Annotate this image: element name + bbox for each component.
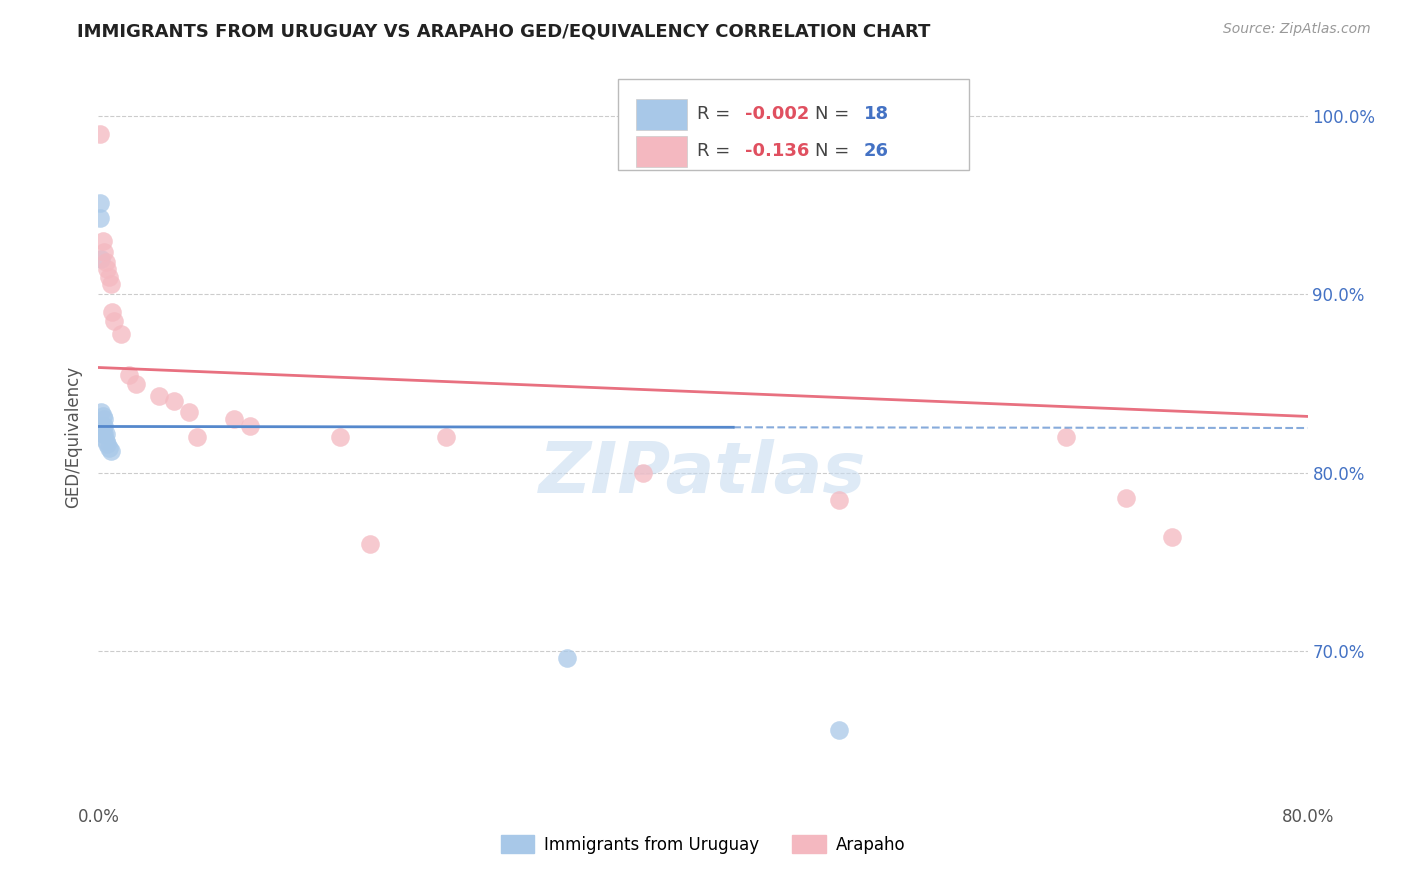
Point <box>94 255 117 269</box>
Point <box>1054 430 1077 444</box>
FancyBboxPatch shape <box>637 136 688 167</box>
Legend: Immigrants from Uruguay, Arapaho: Immigrants from Uruguay, Arapaho <box>494 829 912 860</box>
Point <box>94 434 117 448</box>
Point <box>631 466 654 480</box>
Point <box>329 430 352 444</box>
Point <box>1160 530 1182 544</box>
Point <box>125 376 148 391</box>
Point <box>91 426 114 441</box>
Point <box>89 127 111 141</box>
Text: IMMIGRANTS FROM URUGUAY VS ARAPAHO GED/EQUIVALENCY CORRELATION CHART: IMMIGRANTS FROM URUGUAY VS ARAPAHO GED/E… <box>77 22 931 40</box>
FancyBboxPatch shape <box>637 99 688 129</box>
Text: N =: N = <box>815 143 855 161</box>
Text: R =: R = <box>697 105 735 123</box>
Text: 18: 18 <box>863 105 889 123</box>
Point <box>90 252 112 266</box>
Point <box>148 389 170 403</box>
Point <box>828 723 851 737</box>
Y-axis label: GED/Equivalency: GED/Equivalency <box>65 366 83 508</box>
Text: 26: 26 <box>863 143 889 161</box>
Point <box>93 426 115 441</box>
Text: -0.136: -0.136 <box>745 143 810 161</box>
Point <box>98 441 121 455</box>
Point <box>100 277 122 291</box>
Point <box>90 419 112 434</box>
Point <box>118 368 141 382</box>
Point <box>93 419 115 434</box>
Point <box>101 305 124 319</box>
Point <box>96 437 118 451</box>
Point <box>110 326 132 341</box>
Point <box>100 444 122 458</box>
Point <box>828 492 851 507</box>
Point <box>89 211 111 225</box>
Point <box>1115 491 1137 505</box>
Point <box>94 426 117 441</box>
Point <box>360 537 382 551</box>
Point <box>434 430 457 444</box>
Point <box>93 412 115 426</box>
Point <box>555 651 578 665</box>
Point <box>98 269 121 284</box>
Point <box>96 262 118 277</box>
Point <box>186 430 208 444</box>
Point <box>103 314 125 328</box>
Text: N =: N = <box>815 105 855 123</box>
Point <box>163 394 186 409</box>
Text: R =: R = <box>697 143 735 161</box>
Point <box>91 419 114 434</box>
Point <box>89 196 111 211</box>
Text: -0.002: -0.002 <box>745 105 810 123</box>
Point <box>91 234 114 248</box>
Point <box>179 405 201 419</box>
Text: ZIPatlas: ZIPatlas <box>540 439 866 508</box>
Point <box>93 244 115 259</box>
Text: Source: ZipAtlas.com: Source: ZipAtlas.com <box>1223 22 1371 37</box>
Point <box>91 409 114 423</box>
Point <box>90 405 112 419</box>
FancyBboxPatch shape <box>619 78 969 170</box>
Point <box>239 419 262 434</box>
Point <box>224 412 246 426</box>
